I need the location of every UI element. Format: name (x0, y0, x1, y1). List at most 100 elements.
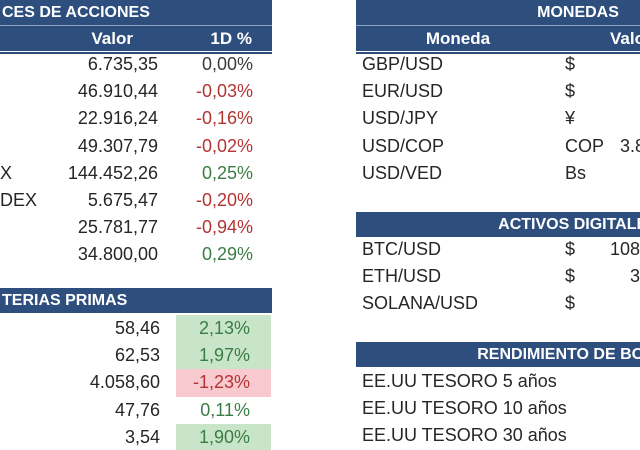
currency-value (560, 105, 640, 132)
index-name (0, 105, 32, 132)
index-change: -0,03% (195, 81, 253, 102)
index-value: 25.781,77 (77, 217, 158, 238)
currency-value: 3.8 (619, 135, 640, 156)
table-row: USD/JPY ¥ (356, 105, 640, 132)
table-row: 6.735,35 0,00% (0, 51, 272, 78)
table-row: 3,54 1,90% (0, 423, 272, 450)
currency-symbol: COP (565, 135, 605, 156)
index-change: 0,25% (201, 162, 253, 183)
crypto-value: 108. (609, 239, 640, 259)
currencies-title: MONEDAS (537, 4, 619, 21)
commodities-rows: 58,46 2,13% 62,53 1,97% 4.058,60 -1,23% … (0, 315, 272, 450)
table-row: EE.UU TESORO 30 años (356, 422, 640, 449)
table-row: EE.UU TESORO 5 años (356, 368, 640, 395)
table-row: 46.910,44 -0,03% (0, 78, 272, 105)
currency-symbol: $ (565, 81, 576, 102)
header-separator (0, 25, 272, 26)
currency-value (560, 160, 640, 187)
index-value: 22.916,24 (77, 108, 158, 129)
currency-value (560, 51, 640, 78)
commodity-change-cell: -1,23% (176, 369, 271, 397)
table-row: 22.916,24 -0,16% (0, 105, 272, 132)
crypto-pair: ETH/USD (362, 266, 442, 287)
index-change: -0,16% (195, 108, 253, 129)
crypto-pair: SOLANA/USD (362, 293, 479, 314)
index-value: 49.307,79 (77, 135, 158, 156)
table-row: 47,76 0,11% (0, 397, 272, 424)
crypto-pair: BTC/USD (362, 239, 442, 259)
table-row: GBP/USD $ (356, 51, 640, 78)
commodity-change-cell: 2,13% (176, 315, 271, 343)
currency-pair: USD/JPY (362, 108, 439, 129)
column-header-moneda: Moneda (425, 29, 491, 48)
commodity-value: 4.058,60 (89, 372, 160, 393)
commodity-value: 62,53 (114, 345, 160, 366)
index-name (0, 214, 32, 241)
index-name: X (0, 162, 13, 183)
table-row: 4.058,60 -1,23% (0, 369, 272, 397)
header-underline (0, 52, 272, 54)
index-change: -0,94% (195, 217, 253, 238)
crypto-value: 3. (629, 266, 640, 287)
crypto-value (560, 290, 640, 317)
currencies-rows: GBP/USD $ EUR/USD $ USD/JPY ¥ USD/COP CO… (356, 51, 640, 187)
currency-pair: EUR/USD (362, 81, 444, 102)
currency-pair: GBP/USD (362, 54, 444, 74)
column-header-1d-pct: 1D % (210, 29, 252, 48)
stock-indices-header-band: CES DE ACCIONES (0, 0, 272, 25)
table-row: 62,53 1,97% (0, 342, 272, 370)
table-row: BTC/USD $ 108. (356, 236, 640, 263)
table-row: 25.781,77 -0,94% (0, 214, 272, 241)
table-row: DEX 5.675,47 -0,20% (0, 187, 272, 214)
bond-name: EE.UU TESORO 30 años (362, 425, 567, 446)
bond-yields-title: RENDIMIENTO DE BONOS (477, 346, 640, 363)
index-name: DEX (0, 189, 38, 210)
stock-indices-title: CES DE ACCIONES (2, 4, 150, 21)
index-value: 46.910,44 (77, 81, 158, 102)
currency-symbol: ¥ (565, 108, 576, 129)
currencies-header-band: MONEDAS (356, 0, 640, 25)
bond-yields-rows: EE.UU TESORO 5 años EE.UU TESORO 10 años… (356, 368, 640, 450)
digital-assets-rows: BTC/USD $ 108. ETH/USD $ 3. SOLANA/USD $ (356, 236, 640, 318)
index-value: 6.735,35 (87, 54, 158, 74)
table-row: USD/COP COP 3.8 (356, 133, 640, 160)
currency-pair: USD/COP (362, 135, 445, 156)
stock-indices-subheader: Valor 1D % (0, 26, 272, 51)
table-row: 34.800,00 0,29% (0, 241, 272, 268)
currency-symbol: $ (565, 266, 576, 287)
header-separator (356, 25, 640, 26)
index-change: -0,02% (195, 135, 253, 156)
header-underline (356, 52, 640, 54)
index-name (0, 78, 32, 105)
bond-name: EE.UU TESORO 10 años (362, 398, 567, 419)
table-row: EUR/USD $ (356, 78, 640, 105)
currency-symbol: $ (565, 54, 576, 74)
table-row: 58,46 2,13% (0, 315, 272, 343)
table-row: ETH/USD $ 3. (356, 263, 640, 290)
commodities-title: TERIAS PRIMAS (2, 292, 128, 309)
currency-symbol: $ (565, 239, 576, 259)
index-change: -0,20% (195, 189, 253, 210)
currency-symbol: Bs (565, 162, 587, 183)
commodity-value: 58,46 (114, 318, 160, 338)
index-change: 0,29% (201, 244, 253, 265)
commodity-change-cell: 1,90% (176, 423, 271, 450)
currency-pair: USD/VED (362, 162, 443, 183)
commodity-change-cell: 1,97% (176, 342, 271, 370)
index-value: 34.800,00 (77, 244, 158, 265)
bond-name: EE.UU TESORO 5 años (362, 371, 557, 391)
index-name (0, 133, 32, 160)
table-row: X 144.452,26 0,25% (0, 160, 272, 187)
table-row: EE.UU TESORO 10 años (356, 395, 640, 422)
stock-indices-rows: 6.735,35 0,00% 46.910,44 -0,03% 22.916,2… (0, 51, 272, 269)
table-row: USD/VED Bs (356, 160, 640, 187)
column-header-valor: Valor (610, 29, 640, 48)
commodities-header-band: TERIAS PRIMAS (0, 288, 272, 313)
bond-yields-header-band: RENDIMIENTO DE BONOS (356, 342, 640, 367)
commodity-value: 3,54 (124, 426, 160, 447)
index-change: 0,00% (201, 54, 253, 74)
commodity-value: 47,76 (114, 399, 160, 420)
table-row: SOLANA/USD $ (356, 290, 640, 317)
currency-symbol: $ (565, 293, 576, 314)
